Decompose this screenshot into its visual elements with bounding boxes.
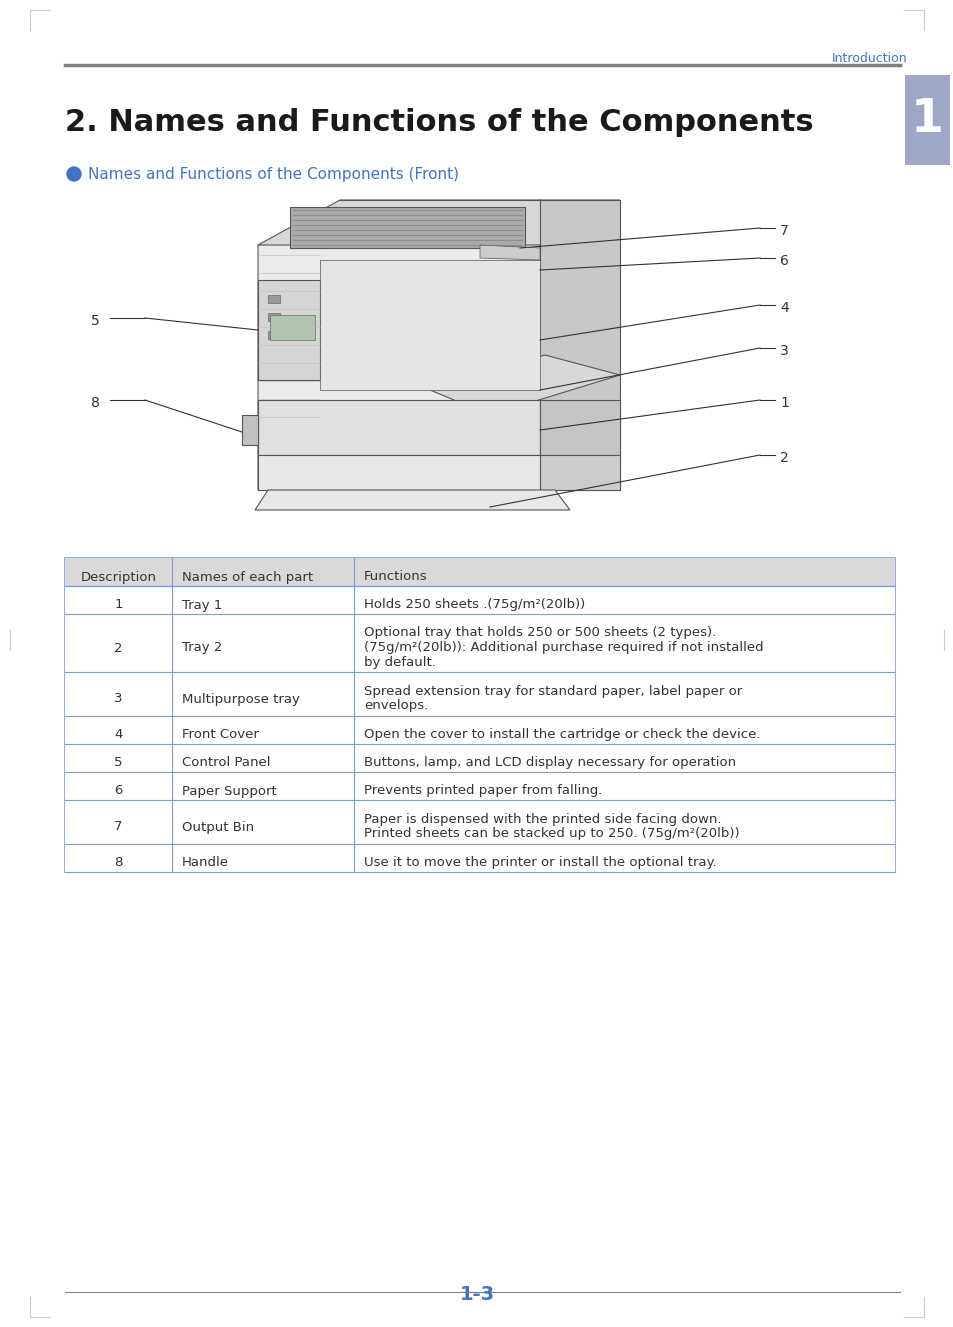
Text: Prevents printed paper from falling.: Prevents printed paper from falling.	[364, 784, 601, 798]
Text: Paper is dispensed with the printed side facing down.: Paper is dispensed with the printed side…	[364, 812, 720, 825]
Text: Output Bin: Output Bin	[182, 820, 253, 833]
Text: Use it to move the printer or install the optional tray.: Use it to move the printer or install th…	[364, 856, 716, 869]
Text: 4: 4	[780, 301, 788, 314]
Text: envelops.: envelops.	[364, 699, 428, 713]
Text: 7: 7	[780, 224, 788, 238]
Text: Paper Support: Paper Support	[182, 784, 276, 798]
Bar	[65, 557, 894, 872]
Text: 2. Names and Functions of the Components: 2. Names and Functions of the Components	[65, 107, 813, 137]
Polygon shape	[254, 490, 569, 510]
Bar	[65, 557, 894, 587]
Text: Holds 250 sheets .(75g/m²(20lb)): Holds 250 sheets .(75g/m²(20lb))	[364, 598, 584, 610]
Polygon shape	[539, 200, 619, 490]
Polygon shape	[430, 356, 619, 415]
Bar	[65, 671, 894, 717]
Text: 8: 8	[91, 395, 100, 410]
Text: 6: 6	[780, 253, 788, 268]
Text: 5: 5	[91, 314, 100, 328]
Text: Introduction: Introduction	[831, 52, 907, 65]
Text: by default.: by default.	[364, 656, 436, 669]
Polygon shape	[257, 399, 539, 455]
Text: 4: 4	[114, 729, 123, 742]
Text: Printed sheets can be stacked up to 250. (75g/m²(20lb)): Printed sheets can be stacked up to 250.…	[364, 828, 739, 840]
Text: Optional tray that holds 250 or 500 sheets (2 types).: Optional tray that holds 250 or 500 shee…	[364, 626, 716, 640]
Text: Description: Description	[80, 571, 156, 584]
Bar	[65, 844, 894, 872]
Text: 3: 3	[780, 344, 788, 358]
Text: 7: 7	[114, 820, 123, 833]
Text: Control Panel: Control Panel	[182, 756, 271, 770]
Bar	[65, 614, 894, 671]
Polygon shape	[479, 245, 539, 260]
Text: 5: 5	[114, 756, 123, 770]
Text: Tray 1: Tray 1	[182, 598, 222, 612]
Text: Multipurpose tray: Multipurpose tray	[182, 693, 299, 706]
Text: 3: 3	[114, 693, 123, 706]
Text: 1: 1	[780, 395, 788, 410]
Bar	[268, 295, 280, 303]
Text: 6: 6	[114, 784, 123, 798]
Bar	[65, 717, 894, 744]
Bar	[268, 313, 280, 321]
Bar	[65, 744, 894, 772]
Polygon shape	[257, 455, 539, 490]
Polygon shape	[242, 415, 257, 445]
Polygon shape	[290, 207, 524, 248]
Polygon shape	[257, 200, 539, 490]
Text: 2: 2	[780, 451, 788, 464]
Text: 1: 1	[114, 598, 123, 612]
Polygon shape	[257, 200, 619, 245]
Text: Functions: Functions	[364, 571, 427, 584]
Bar	[65, 587, 894, 614]
Text: Buttons, lamp, and LCD display necessary for operation: Buttons, lamp, and LCD display necessary…	[364, 756, 736, 770]
Bar	[904, 76, 949, 165]
Text: Open the cover to install the cartridge or check the device.: Open the cover to install the cartridge …	[364, 729, 760, 740]
Bar	[65, 800, 894, 844]
Bar	[268, 330, 280, 338]
Text: 1: 1	[910, 97, 943, 142]
Polygon shape	[319, 260, 539, 390]
Text: 8: 8	[114, 856, 123, 869]
Text: (75g/m²(20lb)): Additional purchase required if not installed: (75g/m²(20lb)): Additional purchase requ…	[364, 641, 762, 654]
Text: Handle: Handle	[182, 856, 229, 869]
Bar	[65, 772, 894, 800]
Polygon shape	[257, 280, 319, 380]
Text: Spread extension tray for standard paper, label paper or: Spread extension tray for standard paper…	[364, 685, 741, 698]
Bar	[270, 314, 314, 340]
Circle shape	[67, 167, 81, 180]
Polygon shape	[539, 455, 619, 490]
Text: Tray 2: Tray 2	[182, 641, 222, 654]
Text: Names of each part: Names of each part	[182, 571, 313, 584]
Text: Front Cover: Front Cover	[182, 729, 258, 742]
Text: 1-3: 1-3	[459, 1285, 494, 1304]
Text: 2: 2	[114, 641, 123, 654]
Polygon shape	[539, 399, 619, 455]
Text: Names and Functions of the Components (Front): Names and Functions of the Components (F…	[88, 167, 458, 182]
